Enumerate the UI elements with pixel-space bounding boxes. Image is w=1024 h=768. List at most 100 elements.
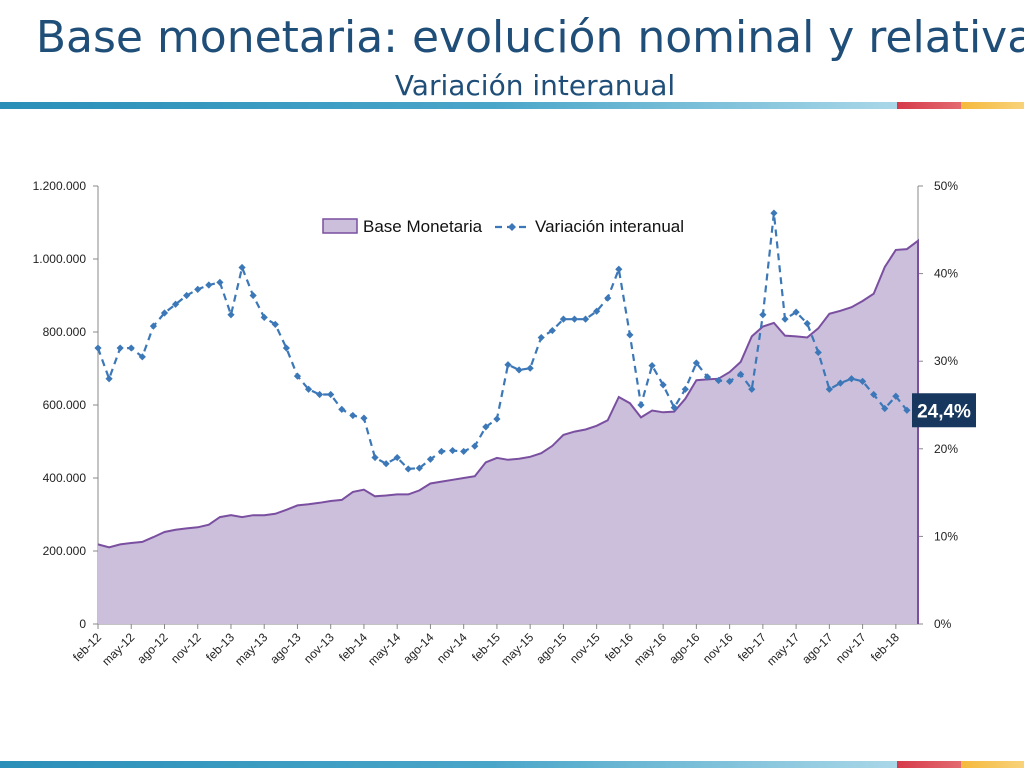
x-tick-label: may-16	[631, 630, 669, 668]
data-point-variacion-interanual	[626, 331, 634, 339]
data-point-variacion-interanual	[759, 311, 767, 319]
data-point-variacion-interanual	[858, 377, 867, 385]
page-subtitle: Variación interanual	[394, 69, 676, 102]
data-point-variacion-interanual	[338, 405, 346, 413]
data-point-variacion-interanual	[171, 300, 180, 308]
series-area-base-monetaria	[98, 240, 918, 625]
bottom-bar-blue	[0, 761, 897, 768]
data-point-variacion-interanual	[183, 291, 191, 300]
y-right-tick-label: 40%	[934, 267, 958, 281]
x-tick-label: nov-15	[567, 630, 603, 666]
legend-label-variacion-interanual: Variación interanual	[535, 217, 684, 236]
data-point-variacion-interanual	[460, 447, 468, 456]
data-point-variacion-interanual	[149, 322, 158, 330]
legend-label-base-monetaria: Base Monetaria	[363, 217, 483, 236]
data-point-variacion-interanual	[781, 315, 789, 323]
data-point-variacion-interanual	[737, 370, 745, 378]
data-point-variacion-interanual	[604, 294, 612, 302]
x-tick-label: may-15	[498, 630, 536, 668]
y-right-tick-label: 20%	[934, 442, 958, 456]
data-point-variacion-interanual	[692, 359, 700, 367]
y-left-tick-label: 0	[79, 617, 86, 631]
data-point-variacion-interanual	[803, 319, 811, 328]
data-point-variacion-interanual	[316, 390, 324, 399]
x-tick-label: may-13	[232, 630, 270, 668]
x-tick-label: may-12	[99, 630, 137, 668]
data-point-variacion-interanual	[216, 278, 224, 286]
data-point-variacion-interanual	[426, 455, 435, 463]
data-point-variacion-interanual	[293, 372, 302, 380]
data-point-variacion-interanual	[903, 406, 911, 414]
data-point-variacion-interanual	[127, 344, 135, 352]
x-tick-label: ago-15	[533, 630, 570, 667]
data-point-variacion-interanual	[382, 460, 390, 468]
data-point-variacion-interanual	[825, 385, 833, 393]
y-right-tick-label: 0%	[934, 617, 952, 631]
x-tick-label: may-17	[764, 630, 802, 668]
data-point-variacion-interanual	[615, 265, 623, 273]
data-point-variacion-interanual	[160, 309, 169, 317]
bottom-bar-yellow	[961, 761, 1024, 768]
data-point-variacion-interanual	[271, 320, 279, 329]
data-point-variacion-interanual	[881, 404, 889, 413]
data-point-variacion-interanual	[360, 414, 368, 422]
data-point-variacion-interanual	[105, 375, 113, 383]
y-left-tick-label: 1.000.000	[33, 252, 87, 266]
data-point-variacion-interanual	[703, 373, 712, 381]
data-point-variacion-interanual	[847, 375, 856, 383]
data-point-variacion-interanual	[260, 313, 268, 321]
bottom-bar-red	[897, 761, 961, 768]
data-point-variacion-interanual	[116, 344, 124, 352]
x-tick-label: nov-16	[700, 630, 736, 666]
x-tick-label: nov-12	[168, 630, 204, 666]
data-point-variacion-interanual	[892, 392, 900, 400]
x-tick-label: ago-16	[666, 630, 703, 667]
legend-swatch-variacion-marker	[508, 223, 516, 231]
bottom-decorative-bar	[0, 761, 1024, 768]
data-point-variacion-interanual	[637, 401, 645, 409]
data-point-variacion-interanual	[504, 361, 512, 369]
data-point-variacion-interanual	[659, 381, 667, 389]
data-point-variacion-interanual	[559, 315, 568, 323]
data-point-variacion-interanual	[493, 415, 501, 423]
data-point-variacion-interanual	[792, 308, 800, 316]
page-title: Base monetaria: evolución nominal y rela…	[35, 12, 1024, 63]
data-point-variacion-interanual	[282, 344, 290, 352]
data-point-variacion-interanual	[194, 285, 202, 293]
data-point-variacion-interanual	[371, 453, 379, 462]
data-point-variacion-interanual	[448, 446, 457, 455]
y-left-tick-label: 600.000	[43, 398, 87, 412]
y-right-tick-label: 10%	[934, 529, 958, 543]
y-left-tick-label: 1.200.000	[33, 179, 87, 193]
series-line-base-monetaria	[97, 238, 919, 624]
callout-box	[912, 393, 976, 428]
callout-label: 24,4%	[917, 401, 971, 422]
data-point-variacion-interanual	[548, 326, 556, 335]
y-left-tick-label: 400.000	[43, 471, 87, 485]
series-line-variacion-interanual	[96, 213, 908, 471]
data-point-variacion-interanual	[94, 344, 102, 352]
data-point-variacion-interanual	[770, 209, 778, 217]
data-point-variacion-interanual	[205, 281, 213, 289]
data-point-variacion-interanual	[437, 447, 446, 456]
x-tick-label: may-14	[365, 630, 403, 668]
x-tick-label: nov-14	[434, 630, 470, 666]
legend-swatch-base-monetaria	[322, 218, 358, 234]
data-point-variacion-interanual	[482, 423, 490, 431]
data-point-variacion-interanual	[681, 385, 689, 393]
data-point-variacion-interanual	[581, 315, 590, 323]
data-point-variacion-interanual	[526, 364, 534, 372]
data-point-variacion-interanual	[227, 311, 235, 319]
data-point-variacion-interanual	[670, 404, 678, 412]
y-right-tick-label: 50%	[934, 179, 958, 193]
data-point-variacion-interanual	[349, 411, 357, 420]
x-tick-label: ago-13	[267, 630, 304, 667]
top-bar-blue	[0, 102, 897, 109]
data-point-variacion-interanual	[748, 385, 756, 393]
data-point-variacion-interanual	[515, 366, 523, 374]
x-tick-label: nov-13	[301, 630, 337, 666]
data-point-variacion-interanual	[415, 464, 423, 472]
data-point-variacion-interanual	[814, 348, 822, 357]
data-point-variacion-interanual	[836, 379, 845, 387]
x-tick-label: feb-18	[868, 630, 902, 664]
